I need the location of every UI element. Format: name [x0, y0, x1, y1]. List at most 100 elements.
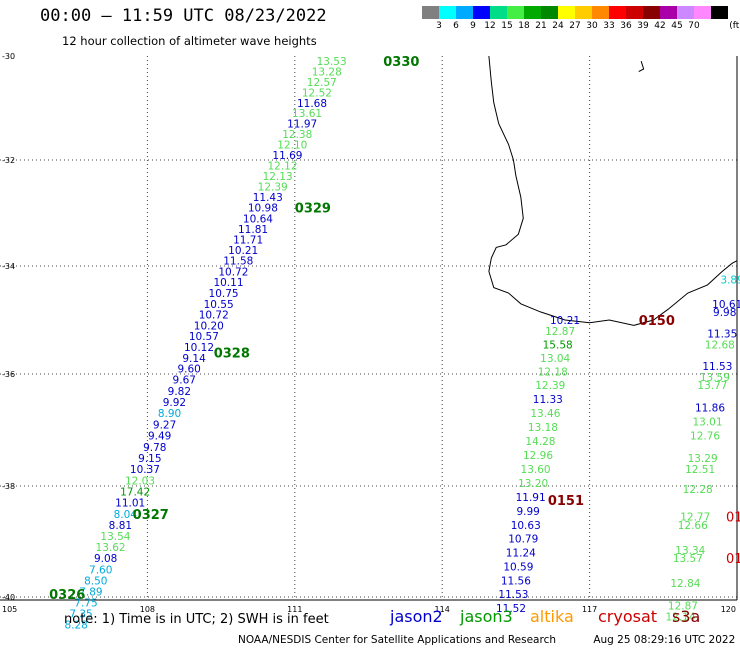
inland-lake — [638, 61, 645, 73]
wave-height-label: 14.28 — [525, 436, 555, 448]
wave-height-label: 10.55 — [204, 299, 234, 311]
legend-swatch — [490, 6, 507, 19]
wave-height-label: 11.71 — [233, 235, 263, 247]
wave-height-label: 9.78 — [143, 442, 166, 454]
wave-height-label: 13.61 — [292, 108, 322, 120]
legend-tick-label: 6 — [453, 21, 459, 31]
wave-height-label: 9.08 — [94, 553, 117, 565]
wave-height-label: 11.53 — [498, 589, 528, 601]
wave-height-label: 3.89 — [720, 275, 740, 287]
lon-tick-label: 105 — [2, 605, 17, 614]
legend-tick-label: 33 — [603, 21, 615, 31]
legend-tick-label: 9 — [470, 21, 476, 31]
wave-height-label: 12.87 — [545, 326, 575, 338]
wave-height-label: 11.33 — [533, 394, 563, 406]
wave-height-label: 11.81 — [238, 224, 268, 236]
wave-height-label: 8.81 — [109, 520, 132, 532]
legend-swatch — [694, 6, 711, 19]
wave-height-label: 8.04 — [114, 509, 138, 521]
wave-height-label: 10.12 — [184, 342, 214, 354]
wave-height-label: 12.14 — [665, 611, 695, 623]
lon-tick-label: 111 — [287, 605, 302, 614]
wave-height-label: 13.29 — [688, 453, 718, 465]
wave-height-label: 11.53 — [702, 361, 732, 373]
wave-height-label: 13.62 — [96, 542, 126, 554]
wave-height-label: 9.67 — [173, 375, 196, 387]
legend-swatch — [626, 6, 643, 19]
wave-height-label: 12.03 — [125, 475, 155, 487]
wave-height-label: 12.57 — [307, 77, 337, 89]
legend-tick-label: 27 — [569, 21, 581, 31]
footer-timestamp: Aug 25 08:29:16 UTC 2022 — [593, 634, 736, 646]
wave-height-label: 8.28 — [64, 620, 87, 632]
lat-tick-label: -30 — [2, 52, 15, 61]
pass-time-label: 0329 — [295, 202, 331, 217]
lat-tick-label: -36 — [2, 370, 15, 379]
legend-swatch — [592, 6, 609, 19]
legend-swatch — [677, 6, 694, 19]
wave-height-label: 12.68 — [705, 339, 735, 351]
map-grid — [0, 56, 737, 600]
wave-height-label: 10.57 — [189, 331, 219, 343]
wave-height-label: 12.77 — [680, 512, 710, 524]
wave-height-label: 9.14 — [182, 353, 206, 365]
lat-tick-label: -32 — [2, 156, 15, 165]
wave-height-label: 12.66 — [678, 520, 708, 532]
wave-height-label: 12.18 — [538, 366, 568, 378]
wave-height-label: 12.96 — [523, 450, 553, 462]
wave-height-label: 13.20 — [518, 478, 548, 490]
wave-height-label: 12.39 — [258, 182, 288, 194]
wave-height-label: 8.50 — [84, 575, 107, 587]
wave-height-label: 13.34 — [675, 545, 705, 557]
wave-height-label: 10.75 — [209, 288, 239, 300]
lon-tick-label: 108 — [140, 605, 155, 614]
wave-height-label: 10.20 — [194, 320, 224, 332]
wave-height-label: 13.59 — [700, 372, 730, 384]
wave-height-label: 13.04 — [540, 353, 570, 365]
legend-swatch — [507, 6, 524, 19]
satellite-name-jason3: jason3 — [460, 607, 513, 626]
legend-swatch — [575, 6, 592, 19]
wave-height-label: 13.01 — [692, 417, 722, 429]
wave-height-label: 12.87 — [668, 600, 698, 612]
wave-height-label: 10.61 — [712, 299, 740, 311]
legend-tick-label: 12 — [484, 21, 496, 31]
wave-height-label: 7.60 — [89, 564, 112, 576]
wave-height-label: 11.86 — [695, 403, 725, 415]
wave-height-label: 12.38 — [282, 129, 312, 141]
wave-height-label: 11.35 — [707, 329, 737, 341]
legend-swatch — [541, 6, 558, 19]
wave-height-label: 13.46 — [530, 408, 560, 420]
wave-height-label: 13.28 — [312, 67, 342, 79]
footer-org: NOAA/NESDIS Center for Satellite Applica… — [238, 634, 556, 646]
wave-height-label: 11.56 — [501, 575, 531, 587]
map-frame — [0, 56, 738, 601]
page-subtitle: 12 hour collection of altimeter wave hei… — [62, 34, 317, 48]
legend-swatch — [524, 6, 541, 19]
legend-tick-label: 45 — [671, 21, 683, 31]
wave-height-label: 12.13 — [263, 171, 293, 183]
wave-height-label: 10.79 — [508, 534, 538, 546]
wave-height-label: 17.42 — [120, 487, 150, 499]
wave-height-label: 11.01 — [115, 498, 145, 510]
wave-height-label: 13.18 — [528, 422, 558, 434]
pass-labels: 0330 0329 0328 0327 0326 0150 0151 01 01 — [49, 55, 740, 603]
edge-pass-label: 01 — [726, 511, 740, 526]
legend-tick-label: 36 — [620, 21, 632, 31]
satellite-name-altika: altika — [530, 607, 574, 626]
wave-height-label: 10.37 — [130, 464, 160, 476]
wave-height-label: 10.21 — [550, 315, 580, 327]
wave-height-label: 11.24 — [506, 548, 536, 560]
note-line: note: 1) Time is in UTC; 2) SWH is in fe… — [64, 612, 337, 627]
coastline — [488, 55, 738, 326]
wave-height-label: 10.98 — [248, 203, 278, 215]
pass-time-label: 0326 — [49, 588, 85, 603]
pass-time-label: 0330 — [383, 55, 419, 70]
wave-height-label: 7.75 — [74, 598, 97, 610]
legend-swatch — [558, 6, 575, 19]
wave-height-label: 12.52 — [302, 87, 332, 99]
wave-height-label: 8.90 — [158, 408, 181, 420]
wave-height-label: 12.84 — [670, 578, 700, 590]
